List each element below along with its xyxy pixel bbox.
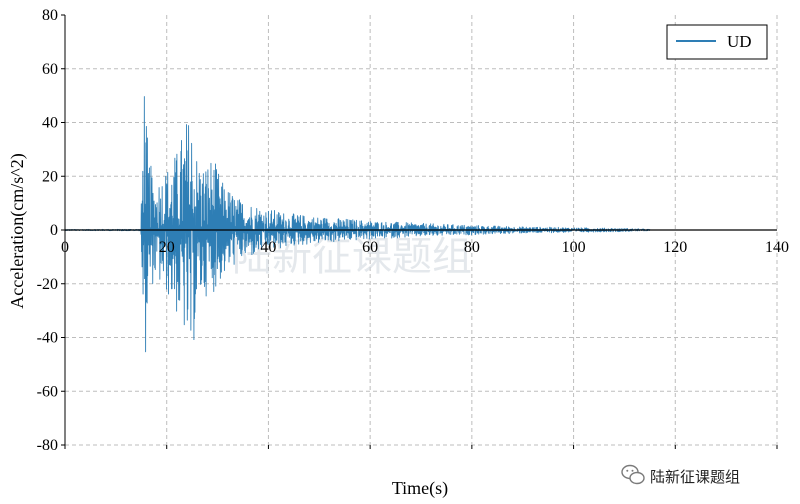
x-tick-label: 60 xyxy=(362,239,378,256)
series-ud-line xyxy=(64,96,651,353)
y-tick-label: -60 xyxy=(37,383,58,400)
y-tick-label: 0 xyxy=(50,222,58,239)
y-ticks: 80 60 40 20 0 -20 -40 -60 -80 xyxy=(37,7,58,454)
x-axis-label: Time(s) xyxy=(392,478,448,499)
legend-label: UD xyxy=(727,32,752,51)
watermark-background: 陆新征课题组 xyxy=(232,234,472,280)
x-tick-label: 40 xyxy=(260,239,276,256)
watermark: 陆新征课题组 xyxy=(621,464,740,486)
x-tick-label: 140 xyxy=(765,239,789,256)
signal xyxy=(64,96,651,353)
y-axis-label: Acceleration(cm/s^2) xyxy=(7,153,28,308)
x-tick-label: 20 xyxy=(159,239,175,256)
x-tick-label: 80 xyxy=(464,239,480,256)
legend: UD xyxy=(666,24,768,60)
y-tick-label: -80 xyxy=(37,437,58,454)
watermark-text: 陆新征课题组 xyxy=(650,468,740,486)
grid xyxy=(65,15,778,446)
y-tick-label: 80 xyxy=(42,7,58,24)
y-tick-label: -20 xyxy=(37,276,58,293)
y-tick-label: 40 xyxy=(42,115,58,132)
y-tick-label: 60 xyxy=(42,61,58,78)
y-tick-label: 20 xyxy=(42,168,58,185)
x-tick-label: 100 xyxy=(562,239,586,256)
x-tick-label: 0 xyxy=(61,239,69,256)
axes xyxy=(61,14,778,449)
x-ticks: 0 20 40 60 80 100 120 140 xyxy=(61,239,789,256)
x-tick-label: 120 xyxy=(663,239,687,256)
y-tick-label: -40 xyxy=(37,330,58,347)
wechat-icon xyxy=(621,464,645,485)
